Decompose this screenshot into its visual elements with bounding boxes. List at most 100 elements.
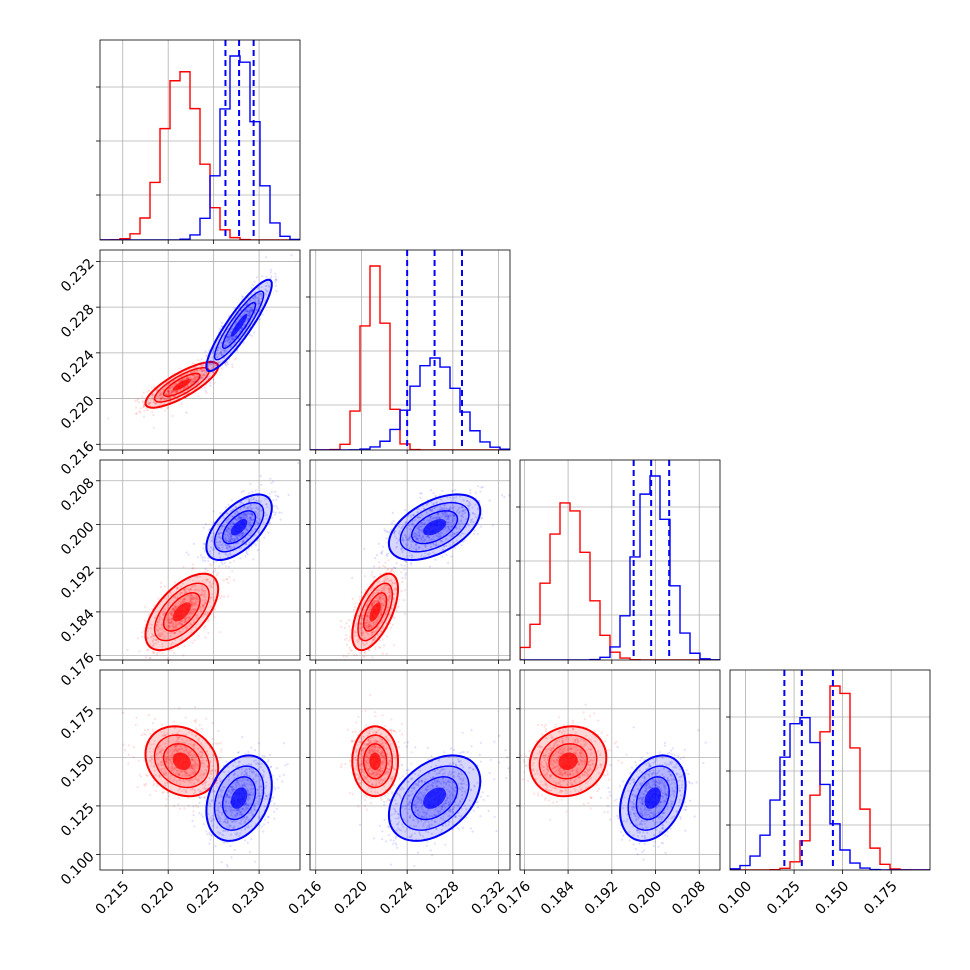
sample-point [153, 385, 156, 388]
sample-point [208, 528, 211, 531]
sample-point [246, 309, 249, 313]
sample-point [273, 513, 276, 517]
sample-point [139, 775, 143, 778]
sample-point [194, 588, 197, 591]
sample-point [170, 613, 173, 616]
sample-point [343, 626, 346, 629]
sample-point [196, 598, 199, 601]
sample-point [209, 596, 213, 599]
sample-point [163, 585, 166, 588]
sample-point [183, 597, 186, 601]
sample-point [213, 570, 216, 573]
sample-point [180, 585, 183, 588]
histogram-red [310, 265, 510, 450]
histogram-blue [310, 357, 510, 450]
sample-point [211, 743, 215, 746]
sample-point [257, 499, 260, 503]
sample-point [172, 390, 175, 393]
sample-point [255, 308, 258, 311]
sample-point [174, 621, 177, 624]
sample-point [228, 338, 231, 341]
sample-point [387, 559, 390, 562]
sample-point [232, 337, 235, 340]
sample-point [160, 632, 163, 635]
sample-point [189, 601, 192, 604]
sample-point [140, 733, 143, 737]
sample-point [159, 394, 162, 397]
y-tick-label: 0.232 [58, 256, 98, 296]
sample-point [171, 608, 174, 612]
sample-point [253, 331, 256, 334]
sample-point [276, 507, 279, 510]
sample-point [216, 348, 219, 351]
sample-point [269, 277, 272, 280]
sample-point [211, 360, 214, 364]
sample-point [270, 275, 273, 278]
sample-point [191, 381, 195, 384]
sample-point [195, 623, 198, 626]
sample-point [124, 749, 127, 752]
sample-point [375, 554, 379, 557]
sample-point [183, 386, 187, 389]
sample-point [218, 532, 221, 535]
sample-point [183, 644, 186, 648]
sample-point [234, 335, 237, 338]
sample-point [142, 404, 146, 407]
sample-point [211, 535, 214, 539]
sample-point [215, 364, 218, 367]
y-tick-label: 0.192 [58, 563, 98, 603]
sample-point [393, 570, 396, 574]
sample-point [172, 720, 176, 723]
sample-point [219, 756, 222, 760]
sample-point [185, 411, 188, 414]
sample-point [196, 588, 199, 591]
sample-point [155, 638, 158, 642]
sample-point [450, 555, 453, 558]
sample-point [224, 364, 227, 367]
sample-point [229, 345, 233, 348]
sample-point [242, 489, 245, 492]
sample-point [192, 595, 195, 599]
sample-point [351, 661, 353, 663]
sample-point [201, 605, 204, 608]
sample-point [353, 654, 356, 657]
sample-point [233, 307, 236, 310]
sample-point [200, 376, 203, 379]
sample-point [158, 633, 161, 636]
sample-point [172, 622, 175, 625]
sample-point [351, 597, 354, 601]
sample-point [255, 297, 258, 300]
sample-point [169, 644, 172, 648]
sample-point [158, 394, 161, 397]
sample-point [199, 606, 202, 609]
sample-point [161, 723, 164, 726]
sample-point [241, 295, 244, 298]
sample-point [213, 363, 216, 366]
sample-point [363, 651, 366, 654]
sample-point [208, 362, 211, 365]
sample-point [259, 292, 262, 295]
sample-point [226, 335, 229, 338]
sample-point [201, 594, 204, 597]
sample-point [246, 310, 249, 314]
sample-point [173, 596, 176, 599]
sample-point [212, 510, 215, 513]
sample-point [190, 599, 193, 602]
sample-point [228, 341, 231, 344]
sample-point [168, 396, 171, 399]
sample-point [191, 597, 194, 601]
sample-point [249, 516, 252, 520]
sample-point [193, 603, 196, 606]
sample-point [156, 624, 160, 628]
sample-point [404, 572, 407, 575]
sample-point [246, 511, 249, 514]
sample-point [199, 610, 203, 613]
sample-point [254, 298, 257, 301]
sample-point [250, 512, 254, 515]
sample-point [214, 567, 217, 570]
sample-point [254, 299, 257, 302]
sample-point [339, 619, 342, 623]
sample-point [195, 375, 199, 378]
sample-point [185, 590, 188, 593]
sample-point [203, 600, 206, 603]
